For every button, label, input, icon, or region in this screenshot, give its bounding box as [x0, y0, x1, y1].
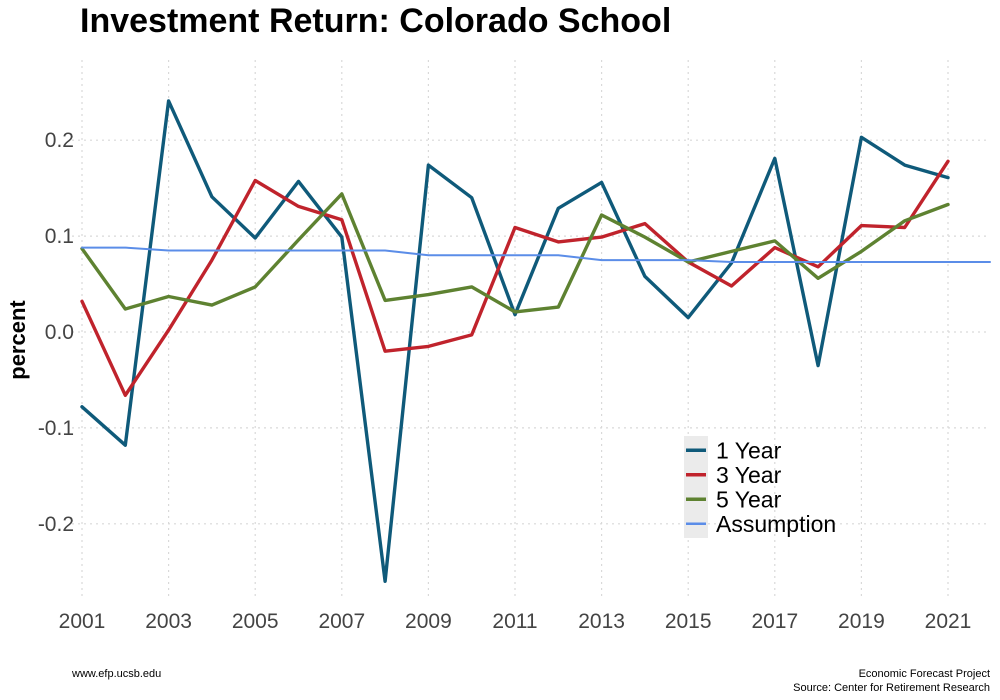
y-tick-label: 0.1	[45, 225, 74, 248]
y-tick-labels: -0.2 -0.1 0.0 0.1 0.2	[38, 129, 74, 536]
footer-source-url: www.efp.ucsb.edu	[72, 668, 162, 680]
series-line-1-year	[80, 99, 950, 583]
footer-credit-line-2: Source: Center for Retirement Research	[793, 682, 990, 694]
chart-title: Investment Return: Colorado School	[80, 2, 672, 40]
series-line-3-year	[80, 159, 950, 397]
footer-credit-line-1: Economic Forecast Project	[858, 668, 990, 680]
y-tick-label: -0.1	[38, 417, 74, 440]
x-tick-label: 2019	[838, 610, 885, 633]
x-tick-label: 2017	[751, 610, 798, 633]
y-tick-label: 0.0	[45, 321, 74, 344]
y-tick-label: -0.2	[38, 513, 74, 536]
x-tick-label: 2003	[145, 610, 192, 633]
grid-lines	[72, 60, 990, 600]
x-tick-label: 2009	[405, 610, 452, 633]
x-tick-label: 2013	[578, 610, 625, 633]
series-line-assumption	[81, 246, 991, 263]
x-tick-label: 2001	[59, 610, 106, 633]
x-tick-labels: 2001 2003 2005 2007 2009 2011 2013 2015 2017 2019…	[59, 610, 972, 633]
legend-key-background	[684, 436, 708, 538]
x-tick-label: 2007	[318, 610, 365, 633]
legend-label: Assumption	[716, 511, 836, 537]
x-tick-label: 2015	[665, 610, 712, 633]
y-tick-label: 0.2	[45, 129, 74, 152]
series-line-5-year	[80, 192, 950, 314]
legend-label: 5 Year	[716, 486, 782, 512]
x-tick-label: 2021	[925, 610, 972, 633]
legend-label: 3 Year	[716, 462, 782, 488]
series-lines	[80, 99, 991, 583]
x-tick-label: 2005	[232, 610, 279, 633]
footer-credits: Economic Forecast Project Source: Center…	[793, 667, 990, 695]
legend-label: 1 Year	[716, 437, 782, 463]
x-tick-label: 2011	[492, 610, 537, 633]
